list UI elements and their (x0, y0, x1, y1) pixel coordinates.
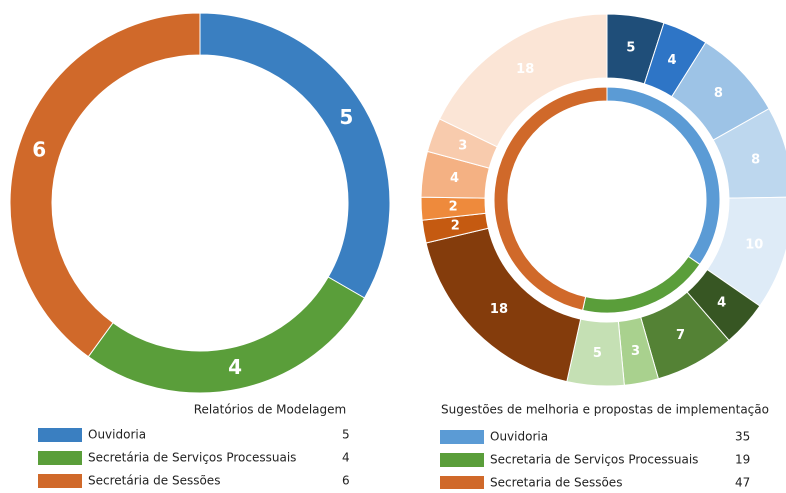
donut-segment (493, 86, 608, 311)
data-label: 18 (516, 62, 534, 77)
donut-segment (199, 12, 391, 299)
donut-segment (438, 13, 608, 148)
data-label: 3 (458, 139, 467, 154)
legend-label: Secretaria de Sessões (490, 476, 622, 490)
legend-value: 6 (342, 474, 350, 488)
legend-value: 19 (735, 453, 750, 467)
legend-title: Sugestões de melhoria e propostas de imp… (441, 403, 769, 417)
legend-label: Secretária de Serviços Processuais (88, 451, 296, 465)
data-label: 4 (450, 171, 459, 186)
data-label: 10 (745, 237, 763, 252)
donut-segment (712, 107, 786, 199)
data-label: 6 (32, 137, 46, 161)
data-label: 18 (490, 302, 508, 317)
data-label: 5 (626, 40, 635, 55)
legend-swatch (440, 430, 484, 444)
legend-label: Ouvidoria (88, 428, 146, 442)
legend-value: 47 (735, 476, 750, 490)
data-label: 5 (593, 346, 602, 361)
data-label: 4 (667, 53, 676, 68)
legend-label: Ouvidoria (490, 430, 548, 444)
legend-swatch (440, 476, 484, 490)
legend-swatch (440, 453, 484, 467)
legend-title: Relatórios de Modelagem (194, 403, 346, 417)
data-label: 2 (451, 219, 460, 234)
data-label: 7 (676, 328, 685, 343)
data-label: 5 (339, 105, 353, 129)
donut-segment (87, 276, 366, 394)
donut-segment (9, 12, 201, 358)
data-label: 8 (714, 86, 723, 101)
data-label: 3 (631, 344, 640, 359)
legend-swatch (38, 474, 82, 488)
legend-label: Secretaria de Serviços Processuais (490, 453, 698, 467)
legend-value: 4 (342, 451, 350, 465)
legend-value: 5 (342, 428, 350, 442)
legend-label: Secretária de Sessões (88, 474, 220, 488)
data-label: 4 (717, 295, 726, 310)
data-label: 8 (751, 152, 760, 167)
legend-value: 35 (735, 430, 750, 444)
legend-swatch (38, 451, 82, 465)
data-label: 4 (228, 355, 242, 379)
legend-swatch (38, 428, 82, 442)
data-label: 2 (449, 200, 458, 215)
